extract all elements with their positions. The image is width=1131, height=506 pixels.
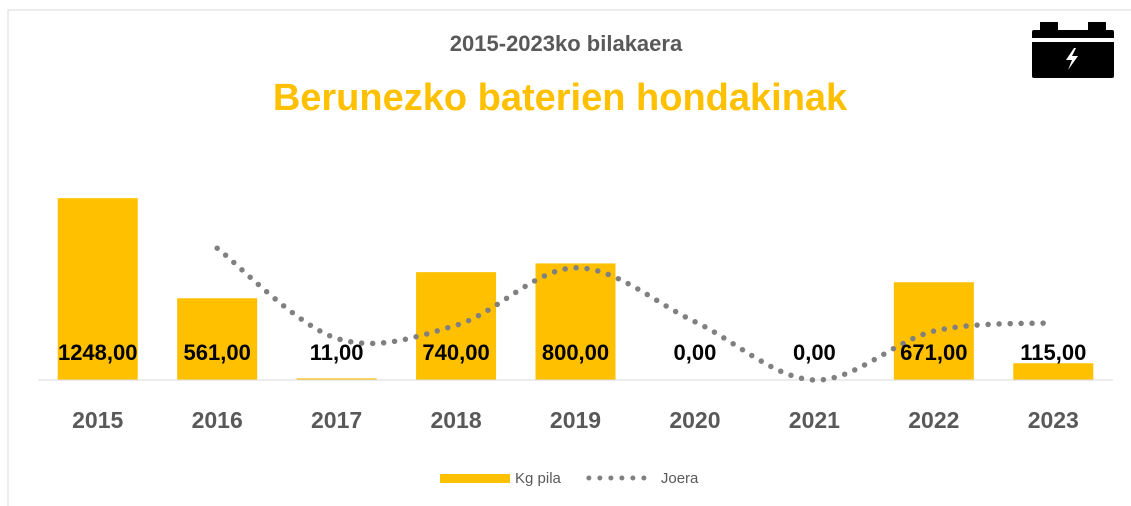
x-tick-label: 2018 (430, 407, 481, 433)
legend-label: Joera (661, 470, 699, 487)
data-label: 800,00 (542, 340, 609, 365)
chart-border (7, 9, 1131, 506)
bar (535, 263, 616, 380)
bar (1013, 363, 1094, 380)
x-tick-label: 2019 (550, 407, 601, 433)
bar (177, 298, 258, 380)
data-label: 0,00 (793, 340, 836, 365)
battery-icon (1032, 22, 1114, 78)
x-tick-label: 2021 (789, 407, 840, 433)
x-tick-label: 2023 (1028, 407, 1079, 433)
data-label: 561,00 (184, 340, 251, 365)
chart-subtitle: Berunezko baterien hondakinak (273, 77, 848, 119)
bar (296, 378, 377, 380)
x-tick-label: 2017 (311, 407, 362, 433)
trend-line (214, 245, 1057, 383)
legend-label: Kg pila (515, 470, 562, 487)
legend-swatch (440, 474, 510, 483)
data-label: 671,00 (900, 340, 967, 365)
x-tick-label: 2016 (192, 407, 243, 433)
x-tick-label: 2022 (908, 407, 959, 433)
data-label: 740,00 (422, 340, 489, 365)
bar (57, 198, 138, 380)
data-label: 115,00 (1020, 340, 1086, 365)
data-label: 11,00 (310, 340, 364, 365)
x-tick-label: 2020 (669, 407, 720, 433)
data-label: 1248,00 (58, 340, 138, 365)
x-tick-label: 2015 (72, 407, 123, 433)
data-label: 0,00 (674, 340, 717, 365)
chart-title: 2015-2023ko bilakaera (450, 31, 683, 56)
